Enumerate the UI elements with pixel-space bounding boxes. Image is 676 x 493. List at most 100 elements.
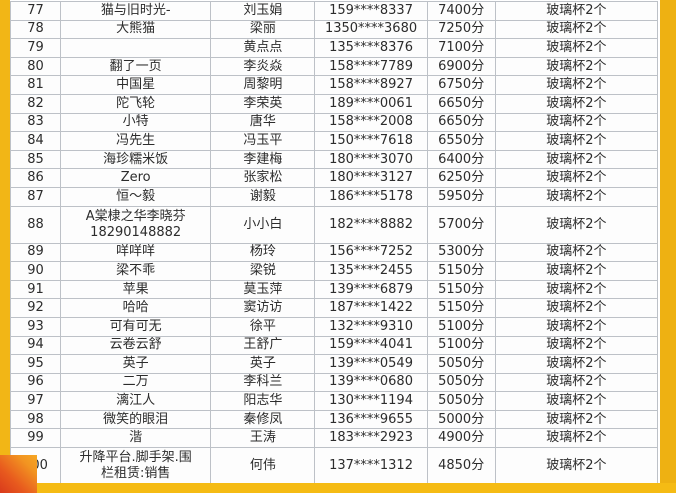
real-name-cell: 谢毅 xyxy=(210,186,316,207)
prize-cell: 玻璃杯2个 xyxy=(494,372,659,393)
table-row: 96 二万 李科兰 139****0680 5050分 玻璃杯2个 xyxy=(10,372,659,393)
points-cell: 6250分 xyxy=(426,168,496,188)
table-row: 98 微笑的眼泪 秦修凤 136****9655 5000分 玻璃杯2个 xyxy=(10,409,659,430)
prize-cell: 玻璃杯2个 xyxy=(494,409,659,430)
phone-cell: 137****1312 xyxy=(314,447,428,483)
real-name-cell: 李荣英 xyxy=(210,93,316,114)
prize-cell: 玻璃杯2个 xyxy=(494,447,659,483)
row-number-cell: 82 xyxy=(10,93,62,114)
real-name-cell: 黄点点 xyxy=(210,38,316,58)
points-cell: 5150分 xyxy=(426,298,496,318)
real-name-cell: 李建梅 xyxy=(210,149,316,170)
real-name-cell: 秦修凤 xyxy=(210,409,316,430)
phone-cell: 139****6879 xyxy=(314,279,428,300)
phone-cell: 158****8927 xyxy=(314,75,428,95)
phone-cell: 135****8376 xyxy=(314,38,428,58)
phone-cell: 132****9310 xyxy=(314,316,428,337)
nickname-cell: 漓江人 xyxy=(60,391,212,411)
prize-cell: 玻璃杯2个 xyxy=(494,242,659,263)
row-number-cell: 88 xyxy=(10,205,62,244)
table-row: 93 可有可无 徐平 132****9310 5100分 玻璃杯2个 xyxy=(10,316,659,337)
prize-cell: 玻璃杯2个 xyxy=(494,93,659,114)
phone-cell: 159****8337 xyxy=(314,1,428,21)
points-cell: 6750分 xyxy=(426,75,496,95)
prize-cell: 玻璃杯2个 xyxy=(494,56,659,77)
row-number-cell: 78 xyxy=(10,19,62,40)
nickname-cell: 二万 xyxy=(60,372,212,393)
phone-cell: 180****3127 xyxy=(314,168,428,188)
phone-cell: 136****9655 xyxy=(314,409,428,430)
real-name-cell: 窦访访 xyxy=(210,298,316,318)
row-number-cell: 99 xyxy=(10,428,62,449)
table-row: 91 苹果 莫玉萍 139****6879 5150分 玻璃杯2个 xyxy=(10,279,659,300)
nickname-cell: 可有可无 xyxy=(60,316,212,337)
points-cell: 5100分 xyxy=(426,316,496,337)
points-cell: 7100分 xyxy=(426,38,496,58)
row-number-cell: 97 xyxy=(10,391,62,411)
real-name-cell: 周黎明 xyxy=(210,75,316,95)
prize-cell: 玻璃杯2个 xyxy=(494,1,659,21)
real-name-cell: 小小白 xyxy=(210,205,316,244)
prize-cell: 玻璃杯2个 xyxy=(494,38,659,58)
table-row: 84 冯先生 冯玉平 150****7618 6550分 玻璃杯2个 xyxy=(10,131,659,151)
points-cell: 6650分 xyxy=(426,112,496,133)
row-number-cell: 90 xyxy=(10,261,62,281)
real-name-cell: 梁丽 xyxy=(210,19,316,40)
nickname-cell: 冯先生 xyxy=(60,131,212,151)
prize-cell: 玻璃杯2个 xyxy=(494,205,659,244)
nickname-cell: 翻了一页 xyxy=(60,56,212,77)
table-row: 77 猫与旧时光- 刘玉娟 159****8337 7400分 玻璃杯2个 xyxy=(10,1,659,21)
points-cell: 5950分 xyxy=(426,186,496,207)
points-cell: 6400分 xyxy=(426,149,496,170)
table-row: 99 湝 王涛 183****2923 4900分 玻璃杯2个 xyxy=(10,428,659,449)
phone-cell: 150****7618 xyxy=(314,131,428,151)
table-row: 100 升降平台.脚手架.围 栏租赁:销售 何伟 137****1312 485… xyxy=(10,447,659,483)
phone-cell: 183****2923 xyxy=(314,428,428,449)
table-row: 92 哈哈 窦访访 187****1422 5150分 玻璃杯2个 xyxy=(10,298,659,318)
phone-cell: 139****0549 xyxy=(314,354,428,374)
nickname-cell: A棠棣之华李晓芬 18290148882 xyxy=(60,205,212,244)
prize-cell: 玻璃杯2个 xyxy=(494,131,659,151)
real-name-cell: 李科兰 xyxy=(210,372,316,393)
real-name-cell: 王涛 xyxy=(210,428,316,449)
real-name-cell: 杨玲 xyxy=(210,242,316,263)
row-number-cell: 85 xyxy=(10,149,62,170)
table-row: 90 梁不乖 梁锐 135****2455 5150分 玻璃杯2个 xyxy=(10,261,659,281)
prize-cell: 玻璃杯2个 xyxy=(494,149,659,170)
table-row: 81 中国星 周黎明 158****8927 6750分 玻璃杯2个 xyxy=(10,75,659,95)
real-name-cell: 张家松 xyxy=(210,168,316,188)
real-name-cell: 阳志华 xyxy=(210,391,316,411)
points-cell: 5150分 xyxy=(426,261,496,281)
row-number-cell: 98 xyxy=(10,409,62,430)
prize-cell: 玻璃杯2个 xyxy=(494,354,659,374)
points-cell: 4850分 xyxy=(426,447,496,483)
table-row: 95 英子 英子 139****0549 5050分 玻璃杯2个 xyxy=(10,354,659,374)
row-number-cell: 96 xyxy=(10,372,62,393)
prize-cell: 玻璃杯2个 xyxy=(494,298,659,318)
row-number-cell: 77 xyxy=(10,1,62,21)
phone-cell: 189****0061 xyxy=(314,93,428,114)
nickname-cell: 中国星 xyxy=(60,75,212,95)
phone-cell: 1350****3680 xyxy=(314,19,428,40)
ranking-table: 77 猫与旧时光- 刘玉娟 159****8337 7400分 玻璃杯2个 78… xyxy=(10,1,659,483)
nickname-cell: 猫与旧时光- xyxy=(60,1,212,21)
real-name-cell: 唐华 xyxy=(210,112,316,133)
row-number-cell: 79 xyxy=(10,38,62,58)
phone-cell: 159****4041 xyxy=(314,335,428,356)
nickname-cell: 大熊猫 xyxy=(60,19,212,40)
phone-cell: 135****2455 xyxy=(314,261,428,281)
nickname-cell: Zero xyxy=(60,168,212,188)
nickname-cell: 恒～毅 xyxy=(60,186,212,207)
table-row: 78 大熊猫 梁丽 1350****3680 7250分 玻璃杯2个 xyxy=(10,19,659,40)
points-cell: 5050分 xyxy=(426,391,496,411)
ranking-table-body: 77 猫与旧时光- 刘玉娟 159****8337 7400分 玻璃杯2个 78… xyxy=(10,1,659,483)
row-number-cell: 94 xyxy=(10,335,62,356)
points-cell: 5050分 xyxy=(426,354,496,374)
table-row: 88 A棠棣之华李晓芬 18290148882 小小白 182****8882 … xyxy=(10,205,659,244)
row-number-cell: 86 xyxy=(10,168,62,188)
row-number-cell: 81 xyxy=(10,75,62,95)
table-row: 79 黄点点 135****8376 7100分 玻璃杯2个 xyxy=(10,38,659,58)
points-cell: 4900分 xyxy=(426,428,496,449)
nickname-cell: 苹果 xyxy=(60,279,212,300)
table-row: 82 陀飞轮 李荣英 189****0061 6650分 玻璃杯2个 xyxy=(10,93,659,114)
